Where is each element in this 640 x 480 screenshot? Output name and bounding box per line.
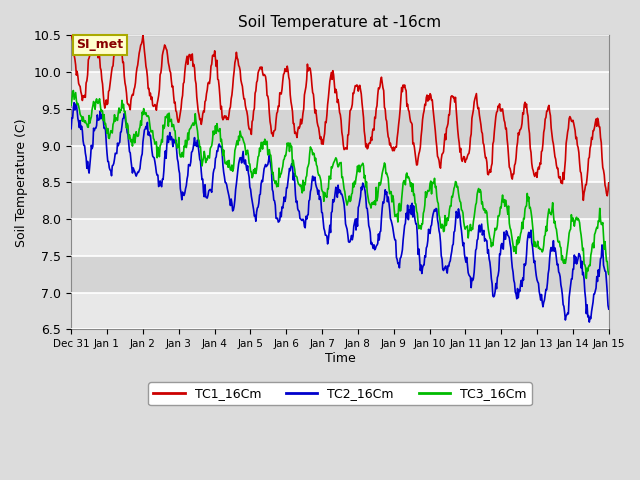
Bar [71, 219, 609, 256]
Y-axis label: Soil Temperature (C): Soil Temperature (C) [15, 118, 28, 247]
Bar [71, 36, 609, 72]
Bar [71, 256, 609, 293]
Title: Soil Temperature at -16cm: Soil Temperature at -16cm [238, 15, 442, 30]
Bar [71, 145, 609, 182]
Bar [71, 293, 609, 329]
Bar [71, 182, 609, 219]
Bar [71, 109, 609, 145]
Legend: TC1_16Cm, TC2_16Cm, TC3_16Cm: TC1_16Cm, TC2_16Cm, TC3_16Cm [148, 383, 532, 406]
X-axis label: Time: Time [324, 352, 355, 365]
Bar [71, 72, 609, 109]
Text: SI_met: SI_met [77, 38, 124, 51]
